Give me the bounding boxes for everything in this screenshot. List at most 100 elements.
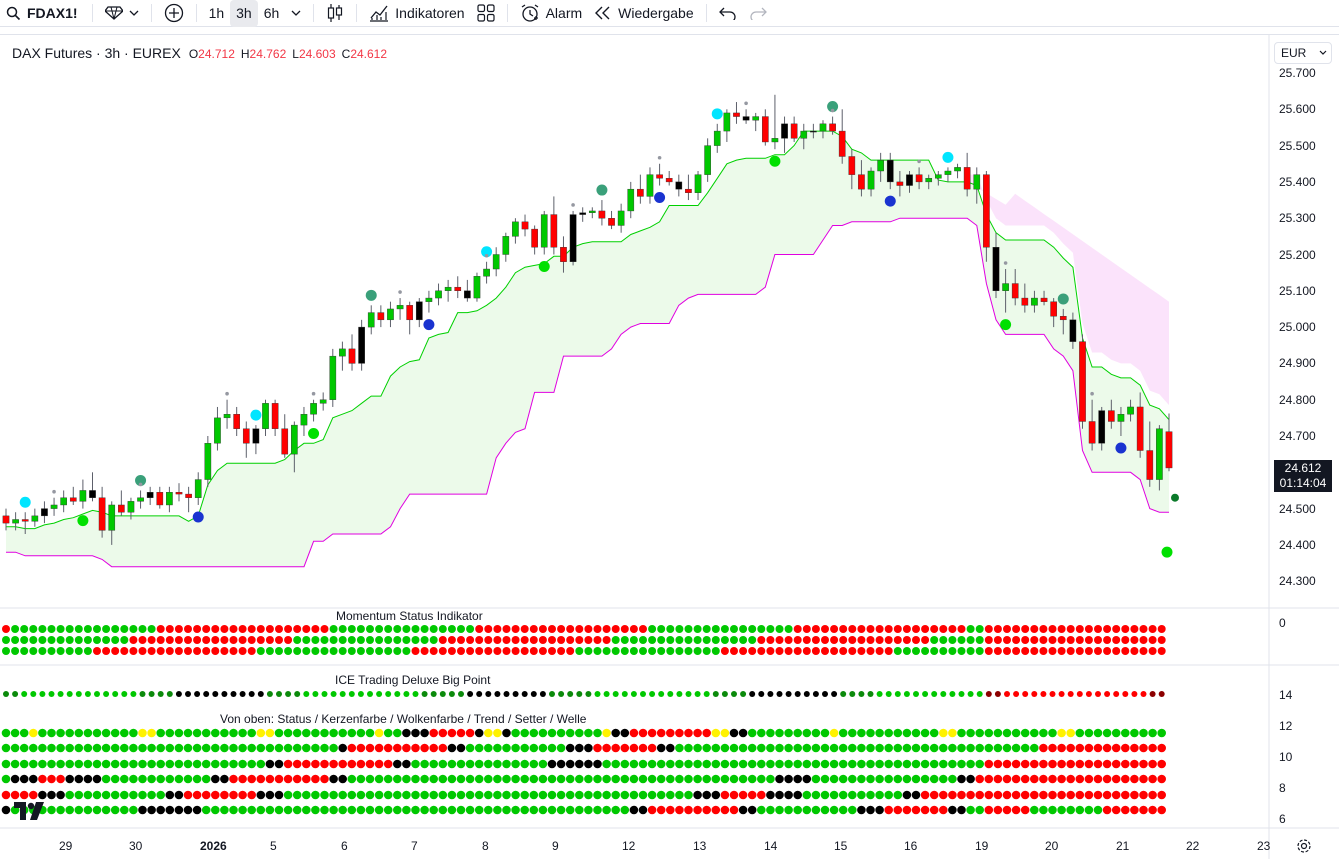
ice-dot [520, 743, 529, 753]
chart-canvas[interactable] [0, 35, 1339, 859]
ice-dot [1048, 805, 1057, 815]
layout-templates-button[interactable] [471, 0, 501, 27]
momentum-dot [684, 636, 693, 644]
ice-dot [220, 774, 229, 784]
candle-body [1002, 283, 1009, 291]
candle [1098, 406, 1106, 451]
ice-dot [848, 743, 857, 753]
momentum-dot [1066, 636, 1075, 644]
ice-big-point-dot [1067, 691, 1074, 697]
candle [319, 392, 327, 411]
indicators-button[interactable]: Indikatoren [363, 0, 470, 27]
momentum-dot [575, 636, 584, 644]
chart-area[interactable]: DAX Futures · 3h · EUREX O24.712 H24.762… [0, 34, 1339, 859]
ice-dot [211, 728, 220, 738]
ice-dot [811, 805, 821, 815]
ice-dot [174, 728, 184, 738]
replay-button[interactable]: Wiedergabe [588, 0, 700, 27]
signal-small-dot [744, 101, 748, 106]
candle-body [137, 497, 144, 502]
ice-dot [484, 774, 493, 784]
momentum-dot [338, 625, 347, 633]
currency-select[interactable]: EUR [1274, 42, 1332, 64]
ice-big-point-dot [803, 691, 810, 697]
timeframe-dropdown[interactable] [285, 0, 307, 27]
redo-button[interactable] [743, 0, 773, 27]
time-axis-label: 6 [341, 839, 348, 853]
ice-dot [975, 743, 984, 753]
ice-dot [302, 774, 311, 784]
ice-dot [1030, 743, 1039, 753]
ice-dot [110, 774, 120, 784]
momentum-dot [1121, 625, 1130, 633]
symbol-search-button[interactable]: FDAX1! [0, 0, 86, 27]
ice-dot [247, 774, 256, 784]
ice-dot [238, 728, 247, 738]
tradingview-logo-icon[interactable] [14, 802, 46, 825]
price-axis-label: 24.700 [1279, 429, 1316, 443]
alarm-button[interactable]: Alarm [514, 0, 589, 27]
ice-dot [702, 805, 711, 815]
ice-dot [356, 774, 366, 784]
momentum-dot [557, 625, 566, 633]
candle [1165, 413, 1173, 472]
ice-dot [92, 790, 102, 800]
candle [60, 490, 67, 513]
momentum-dot [1021, 625, 1030, 633]
ice-dot [138, 759, 147, 769]
ice-dot [1084, 805, 1094, 815]
ice-dot [611, 728, 620, 738]
candle-body [1040, 297, 1048, 302]
momentum-dot [802, 625, 811, 633]
momentum-dot [1148, 625, 1157, 633]
compare-symbol-button[interactable] [158, 0, 190, 27]
price-axis-label: 25.400 [1279, 174, 1316, 189]
ice-dot [347, 759, 357, 769]
ice-dot [47, 774, 56, 784]
candle-body [656, 174, 663, 179]
candle-body [829, 123, 836, 132]
ice-dot [638, 743, 648, 753]
momentum-dot [2, 625, 10, 633]
signal-dot [308, 427, 320, 439]
ice-dot [1057, 774, 1066, 784]
candle-body [1127, 406, 1134, 415]
candle [1136, 392, 1144, 458]
ice-big-point-dot [994, 691, 1001, 697]
momentum-dot [1075, 647, 1084, 655]
ice-dot [538, 774, 548, 784]
ice-dot [1111, 774, 1121, 784]
ice-dot [1093, 728, 1103, 738]
candle [473, 272, 481, 302]
price-axis-label: 25.200 [1279, 247, 1316, 262]
undo-button[interactable] [713, 0, 743, 27]
momentum-dot [457, 636, 465, 644]
ice-dot [465, 728, 475, 738]
candle-body [415, 301, 423, 321]
ice-big-point-dot [712, 691, 719, 697]
momentum-dot [447, 636, 456, 644]
candle [1059, 308, 1067, 335]
candle-body [1146, 450, 1154, 480]
timeframe-1h[interactable]: 1h [208, 5, 225, 21]
momentum-dot [129, 625, 138, 633]
chart-type-button[interactable] [320, 0, 350, 27]
timeframe-3h[interactable]: 3h [230, 0, 258, 27]
ice-big-point-dot [849, 691, 856, 697]
momentum-dot [1130, 625, 1139, 633]
ice-big-point-dot [1095, 691, 1101, 697]
ice-dot [948, 728, 957, 738]
momentum-dot [466, 625, 475, 633]
candle [512, 218, 519, 244]
ice-dot [56, 728, 65, 738]
momentum-dot [912, 647, 920, 655]
momentum-dot [484, 636, 493, 644]
ice-dot [547, 774, 557, 784]
ice-dot [593, 743, 602, 753]
ice-dot [711, 774, 721, 784]
momentum-dot [174, 625, 183, 633]
ice-dot [74, 759, 84, 769]
timeframe-6h[interactable]: 6h [263, 5, 280, 21]
gear-icon[interactable] [1296, 838, 1312, 859]
premium-button[interactable] [99, 0, 145, 27]
